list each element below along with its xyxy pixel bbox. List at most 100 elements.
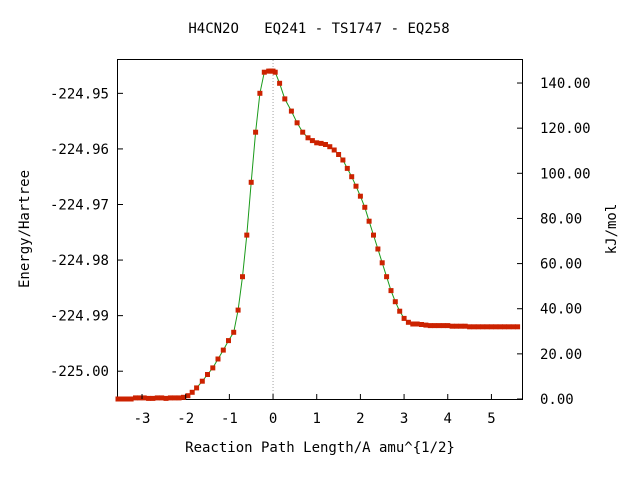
data-point xyxy=(150,395,156,401)
data-point xyxy=(124,396,130,402)
data-point xyxy=(388,288,394,294)
data-point xyxy=(181,394,186,400)
data-point xyxy=(344,165,350,171)
data-point xyxy=(261,69,267,75)
x-tick-label: 1 xyxy=(313,411,321,427)
data-point xyxy=(318,140,324,146)
plot-frame xyxy=(117,59,523,400)
data-point xyxy=(154,395,160,401)
data-point xyxy=(305,135,311,141)
chart-title: H4CN2O EQ241 - TS1747 - EQ258 xyxy=(188,21,449,37)
y2-tick-label: 80.00 xyxy=(540,211,582,227)
x-tick-label: 0 xyxy=(269,411,277,427)
data-point xyxy=(309,138,315,144)
data-point xyxy=(282,96,288,102)
y-axis-label: Energy/Hartree xyxy=(17,170,33,288)
data-point xyxy=(471,324,477,330)
x-axis: -3 -2 -1 0 1 2 3 4 5 xyxy=(134,394,496,427)
data-point xyxy=(244,232,250,238)
data-point xyxy=(119,396,125,402)
data-point xyxy=(449,323,455,329)
data-point xyxy=(163,395,169,401)
data-point xyxy=(199,378,205,384)
data-point xyxy=(493,324,499,330)
data-point xyxy=(440,323,446,329)
data-point xyxy=(248,179,254,185)
data-point xyxy=(379,260,385,266)
data-point xyxy=(210,365,216,371)
data-point xyxy=(467,324,473,330)
data-point xyxy=(294,120,300,126)
data-point xyxy=(314,140,320,146)
data-point xyxy=(405,319,411,325)
data-point xyxy=(484,324,490,330)
data-point xyxy=(357,193,363,199)
data-point xyxy=(410,321,416,327)
data-point xyxy=(220,347,226,353)
x-tick-label: -1 xyxy=(221,411,238,427)
data-point xyxy=(414,321,420,327)
data-point xyxy=(133,395,138,401)
plot-area xyxy=(115,60,521,402)
energy-curve xyxy=(118,70,518,400)
y2-tick-label: 140.00 xyxy=(540,76,591,92)
data-point xyxy=(115,396,121,402)
data-point xyxy=(458,323,464,329)
data-point xyxy=(205,372,210,377)
data-point xyxy=(146,395,152,401)
data-point xyxy=(128,396,134,402)
data-point xyxy=(384,274,390,280)
y2-tick-label: 40.00 xyxy=(540,302,582,318)
data-point xyxy=(176,395,182,401)
data-point xyxy=(515,324,521,330)
data-point xyxy=(185,393,191,399)
data-point xyxy=(253,129,259,135)
y2-axis-label: kJ/mol xyxy=(604,204,620,255)
x-axis-label: Reaction Path Length/A amu^{1/2} xyxy=(185,440,455,456)
data-point xyxy=(423,322,429,328)
y2-tick-label: 60.00 xyxy=(540,257,582,273)
x-tick-label: 3 xyxy=(400,411,408,427)
data-point xyxy=(502,324,507,330)
y-tick-label: -224.96 xyxy=(50,142,109,158)
data-point xyxy=(194,385,200,391)
data-point xyxy=(235,307,241,313)
data-point xyxy=(366,218,372,224)
y2-tick-label: 0.00 xyxy=(540,392,574,408)
data-point xyxy=(432,323,438,329)
data-point xyxy=(436,323,442,329)
x-tick-label: 4 xyxy=(444,411,452,427)
y-tick-label: -224.95 xyxy=(50,86,109,102)
data-point xyxy=(340,157,346,163)
data-point xyxy=(167,395,173,401)
data-point xyxy=(371,232,376,238)
data-point xyxy=(480,324,486,330)
y-axis-left: -224.95 -224.96 -224.97 -224.98 -224.99 -225.… xyxy=(50,86,123,380)
data-point xyxy=(231,329,237,335)
y2-tick-label: 20.00 xyxy=(540,347,582,363)
data-point xyxy=(288,108,294,114)
x-tick-label: 5 xyxy=(487,411,495,427)
y-tick-label: -224.99 xyxy=(50,309,109,325)
data-point xyxy=(159,395,165,401)
data-point xyxy=(331,147,337,153)
data-point xyxy=(327,144,333,150)
data-point xyxy=(454,323,459,329)
data-point xyxy=(272,69,278,75)
data-point xyxy=(141,395,147,401)
data-point xyxy=(257,90,263,96)
data-point xyxy=(475,324,481,330)
data-point xyxy=(349,174,355,180)
data-point xyxy=(137,395,143,401)
data-point xyxy=(215,356,221,362)
data-point xyxy=(510,324,516,330)
x-tick-label: -2 xyxy=(177,411,194,427)
y-tick-label: -225.00 xyxy=(50,364,109,380)
data-point xyxy=(419,322,424,327)
data-point xyxy=(397,308,403,314)
data-point xyxy=(392,299,398,305)
data-point xyxy=(226,338,231,344)
data-point xyxy=(300,129,306,135)
data-point xyxy=(506,324,512,330)
y-axis-right: 0.00 20.00 40.00 60.00 80.00 100.00 120.00 140.… xyxy=(517,76,591,408)
